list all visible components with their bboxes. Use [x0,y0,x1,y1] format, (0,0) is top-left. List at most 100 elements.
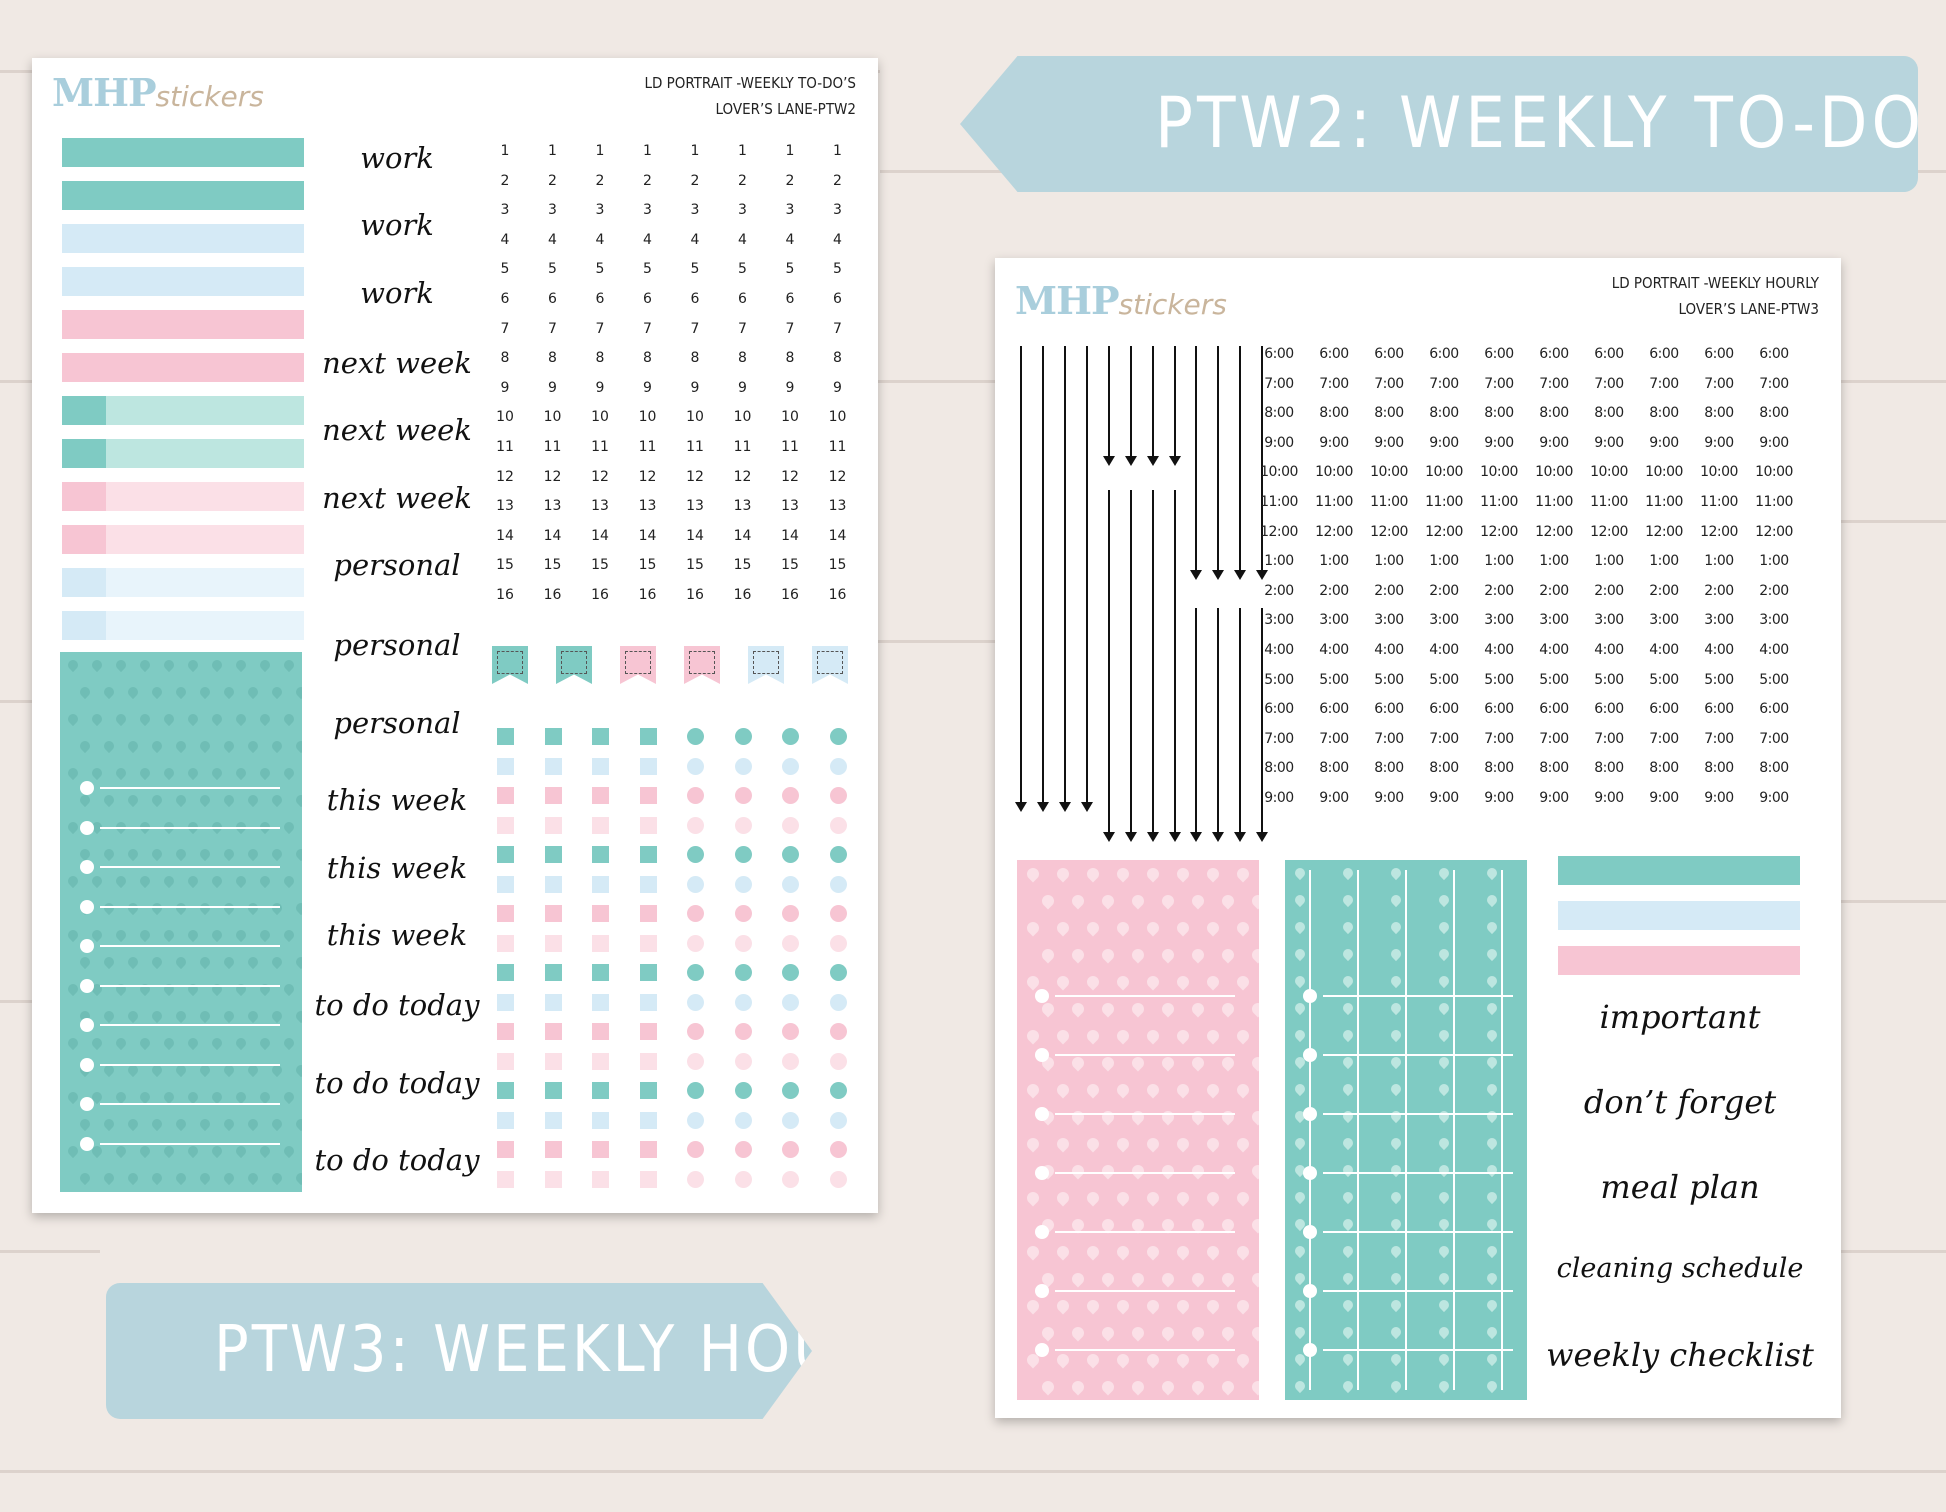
hour-label: 11:00 [1370,494,1408,510]
square-sticker [592,934,609,952]
dot-sticker [829,1170,847,1188]
arrow-line [1217,608,1219,834]
hour-label: 11:00 [1755,494,1793,510]
arrow-head [1125,832,1137,842]
grid-hline [1323,1231,1513,1233]
heart-pattern [221,1116,237,1132]
split-bar-tab [62,439,106,468]
word-label: work [360,276,434,310]
arrow-line [1174,346,1176,458]
heart-pattern [1436,865,1452,881]
heart-pattern [1292,1081,1308,1097]
word-label: cleaning schedule [1556,1253,1804,1284]
square-sticker [639,1023,657,1040]
brand-logo: MHPstickers [1015,278,1227,323]
checklist-bullet [80,1018,94,1032]
heart-pattern [161,657,177,673]
date-number: 7 [548,320,557,337]
dot-sticker [734,728,752,745]
heart-pattern [1174,973,1192,991]
date-number: 6 [690,291,700,307]
split-header-bar [62,568,304,597]
heart-pattern [1204,1351,1222,1369]
heart-pattern [1340,1000,1356,1016]
heart-pattern [1054,919,1072,937]
heart-pattern [1174,919,1192,937]
dot-sticker [829,846,847,863]
hour-label: 5:00 [1649,671,1679,688]
hour-label: 6:00 [1704,701,1734,718]
dot-sticker [829,787,847,804]
heart-pattern [1054,1027,1072,1045]
date-number: 3 [785,202,795,219]
heart-pattern [1484,1081,1500,1097]
heart-pattern [221,792,237,808]
heart-pattern [1174,1027,1192,1045]
heart-pattern [1129,1162,1147,1180]
hour-label: 7:00 [1594,730,1624,747]
dot-sticker [782,1111,799,1129]
date-number: 8 [500,350,510,367]
word-label: don’t forget [1583,1083,1777,1121]
heart-pattern [1099,892,1117,910]
heart-pattern [1388,1135,1404,1151]
heart-pattern [1084,919,1102,937]
heart-pattern [269,1008,285,1024]
square-sticker [592,846,609,863]
square-sticker [497,728,514,745]
heart-pattern [1249,1162,1259,1180]
heart-pattern [233,873,249,889]
heart-pattern [101,1170,117,1186]
flag-stitch [625,651,651,674]
hour-label: 9:00 [1484,434,1514,451]
heart-pattern [149,954,165,970]
date-number: 12 [543,468,562,485]
date-number: 14 [828,527,847,544]
hour-label: 7:00 [1594,375,1624,392]
heart-pattern [1024,1027,1042,1045]
hour-label: 9:00 [1429,790,1459,806]
heart-pattern [293,792,302,808]
plank-seam [0,1250,100,1253]
date-number: 13 [828,498,847,515]
sticker-sheet-weekly-todos: MHPstickers LD PORTRAIT -WEEKLY TO-DO’S … [32,58,878,1213]
heart-pattern [1144,1351,1162,1369]
heart-pattern [233,1143,249,1159]
heart-pattern [185,765,201,781]
hour-label: 10:00 [1590,464,1628,481]
hour-label: 7:00 [1264,730,1294,747]
heart-pattern [1340,946,1356,962]
arrow-head [1256,570,1268,580]
dot-sticker [829,875,847,893]
heart-pattern [1144,973,1162,991]
hour-label: 6:00 [1759,701,1789,718]
hour-label: 9:00 [1649,434,1679,451]
checklist-line [100,1024,280,1026]
date-number: 5 [548,261,557,278]
square-sticker [544,757,562,775]
heart-pattern [245,846,261,862]
heart-pattern [1024,1297,1042,1315]
heart-pattern [1144,1027,1162,1045]
dot-sticker [829,1082,847,1099]
sheet-title-line1: LD PORTRAIT -WEEKLY TO-DO’S [644,74,856,92]
heart-pattern [173,792,189,808]
checklist-line [100,1142,280,1145]
heart-pattern [137,765,153,781]
heart-pattern [137,711,153,727]
date-number: 16 [496,587,514,603]
heart-pattern [1436,1324,1452,1340]
heart-pattern [293,900,302,916]
checklist-bullet [1035,989,1049,1003]
heart-pattern [65,873,81,889]
word-label: personal [333,628,461,662]
heart-pattern [281,657,297,673]
heart-pattern [1249,1324,1259,1342]
heart-pattern [89,1035,105,1051]
heart-pattern [1436,973,1452,989]
heart-pattern [1054,1297,1072,1315]
square-sticker [592,964,609,981]
heart-pattern [1039,946,1057,964]
heart-pattern [257,1035,273,1051]
square-sticker [639,875,657,893]
